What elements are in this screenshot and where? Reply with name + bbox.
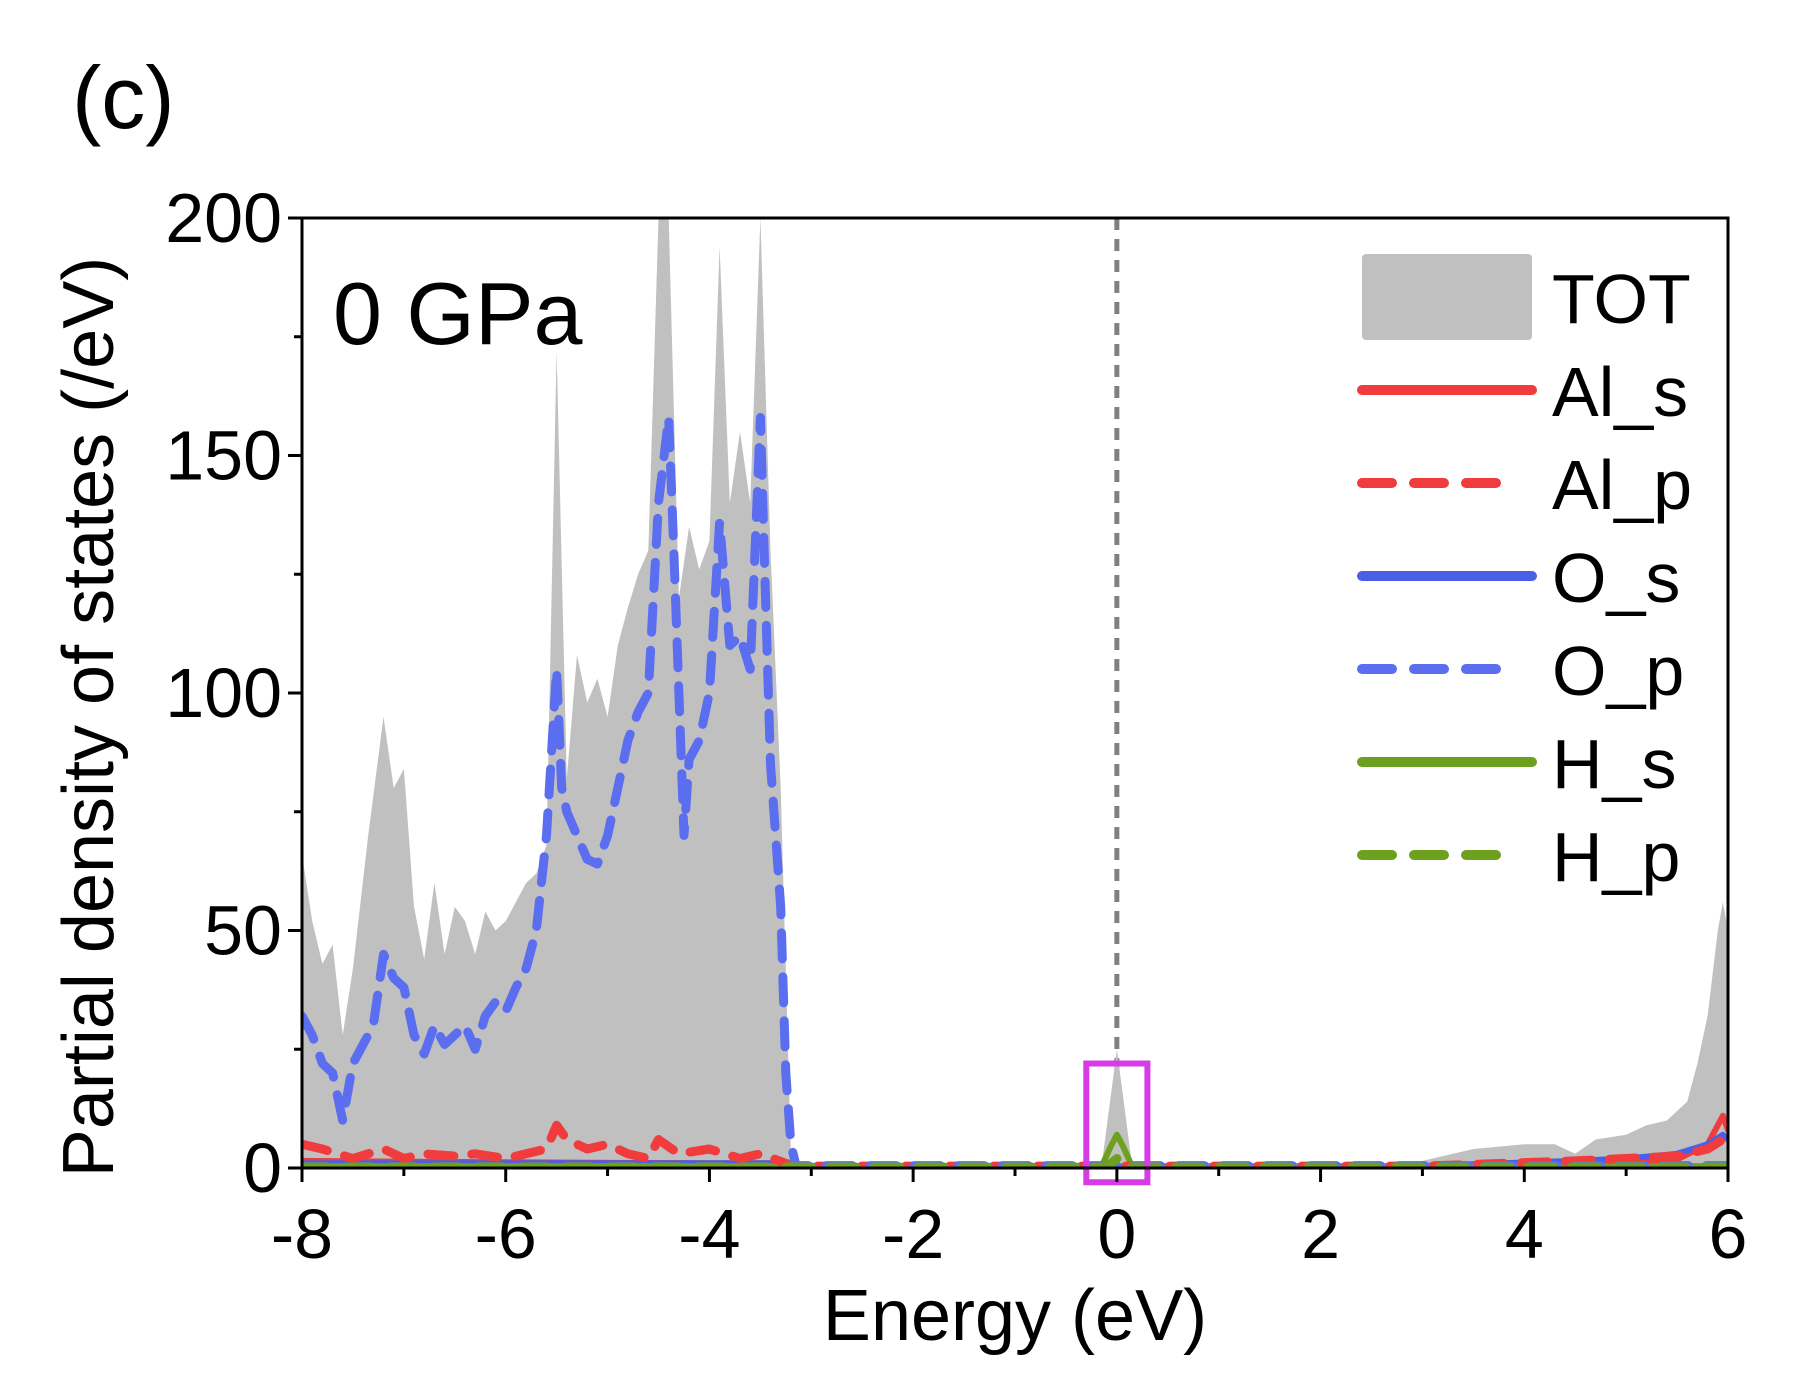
axis-ticks: -8 -6 -4 -2 0 2 4 6 0 50 100 150 200 [165, 179, 1747, 1273]
legend-label-h-p: H_p [1552, 818, 1680, 896]
x-tick-label: -8 [271, 1195, 333, 1273]
y-tick-label: 50 [204, 892, 282, 970]
x-tick-label: 0 [1097, 1195, 1136, 1273]
x-tick-label: 4 [1505, 1195, 1544, 1273]
x-tick-label: -4 [678, 1195, 740, 1273]
series-tot-area [302, 218, 1728, 1168]
x-tick-label: -6 [475, 1195, 537, 1273]
y-tick-label: 200 [165, 179, 282, 257]
x-tick-label: -2 [882, 1195, 944, 1273]
legend-label-tot: TOT [1552, 260, 1691, 338]
legend-label-o-p: O_p [1552, 632, 1684, 710]
legend-label-h-s: H_s [1552, 725, 1676, 803]
y-tick-label: 150 [165, 417, 282, 495]
x-axis-label: Energy (eV) [823, 1276, 1207, 1356]
pressure-annotation: 0 GPa [333, 264, 583, 363]
legend-swatch-tot [1362, 254, 1532, 340]
y-axis-label: Partial density of states (/eV) [49, 257, 129, 1177]
legend-label-al-p: Al_p [1552, 446, 1692, 524]
y-tick-label: 100 [165, 654, 282, 732]
panel-label: (c) [72, 48, 175, 147]
x-tick-label: 2 [1301, 1195, 1340, 1273]
legend-label-al-s: Al_s [1552, 353, 1688, 431]
legend-label-o-s: O_s [1552, 539, 1680, 617]
highlight-box [1083, 1060, 1151, 1186]
series-o-p-line [302, 413, 1728, 1168]
y-tick-label: 0 [243, 1129, 282, 1207]
legend: TOT Al_s Al_p O_s O_p H_s H_p [1357, 254, 1692, 896]
plot-frame [300, 216, 1730, 1170]
x-tick-label: 6 [1709, 1195, 1748, 1273]
